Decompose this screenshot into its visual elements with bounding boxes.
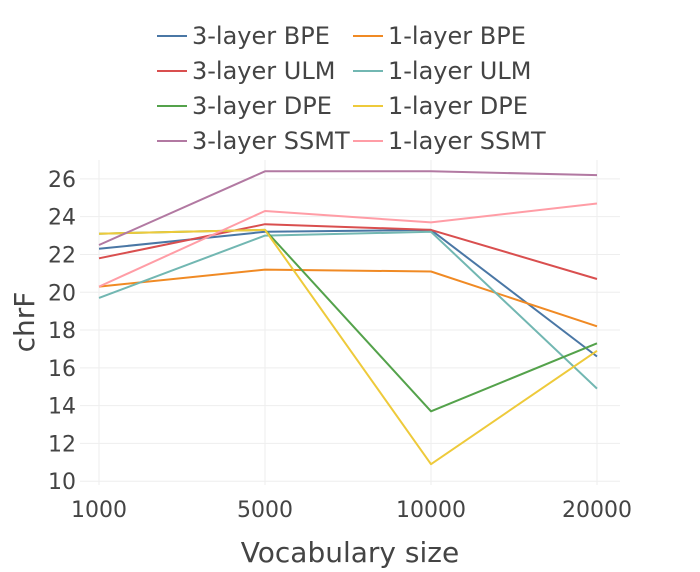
legend-item[interactable]: 3-layer BPE: [157, 22, 330, 50]
x-tick-label: 5000: [237, 498, 293, 523]
legend-item[interactable]: 3-layer DPE: [157, 92, 332, 120]
grid: [80, 160, 620, 485]
y-tick-label: 24: [48, 206, 76, 231]
series-line-1-layer-ulm[interactable]: [98, 230, 598, 390]
x-tick-label: 20000: [562, 498, 632, 523]
legend-item[interactable]: 3-layer SSMT: [157, 127, 350, 155]
series-line-3-layer-bpe[interactable]: [98, 228, 598, 358]
legend-item[interactable]: 1-layer ULM: [353, 57, 531, 85]
legend-label: 3-layer ULM: [192, 57, 335, 85]
legend-label: 3-layer DPE: [192, 92, 332, 120]
legend-label: 3-layer BPE: [192, 22, 330, 50]
series-lines: [98, 170, 598, 466]
legend-item[interactable]: 3-layer ULM: [157, 57, 335, 85]
series-line-3-layer-ssmt[interactable]: [98, 170, 598, 246]
y-tick-label: 14: [48, 395, 76, 420]
y-axis-ticks: 10 12 14 16 18 20 22 24 26: [48, 168, 76, 495]
y-tick-label: 18: [48, 319, 76, 344]
x-tick-label: 1000: [71, 498, 127, 523]
x-axis-ticks: 1000 5000 10000 20000: [71, 498, 632, 523]
legend-label: 1-layer ULM: [388, 57, 531, 85]
legend[interactable]: 3-layer BPE 1-layer BPE 3-layer ULM 1-layer…: [157, 22, 546, 155]
y-tick-label: 10: [48, 470, 76, 495]
series-line-1-layer-bpe[interactable]: [98, 268, 598, 328]
series-line-1-layer-ssmt[interactable]: [98, 202, 598, 288]
y-tick-label: 12: [48, 432, 76, 457]
series-line-1-layer-dpe[interactable]: [98, 228, 598, 466]
legend-label: 1-layer SSMT: [388, 127, 546, 155]
legend-item[interactable]: 1-layer BPE: [353, 22, 526, 50]
legend-label: 1-layer BPE: [388, 22, 526, 50]
y-tick-label: 16: [48, 357, 76, 382]
y-tick-label: 26: [48, 168, 76, 193]
legend-item[interactable]: 1-layer DPE: [353, 92, 528, 120]
x-tick-label: 10000: [396, 498, 466, 523]
series-line-3-layer-ulm[interactable]: [98, 223, 598, 280]
legend-label: 3-layer SSMT: [192, 127, 350, 155]
legend-label: 1-layer DPE: [388, 92, 528, 120]
y-tick-label: 22: [48, 243, 76, 268]
x-axis-title: Vocabulary size: [241, 536, 459, 569]
y-tick-label: 20: [48, 281, 76, 306]
legend-item[interactable]: 1-layer SSMT: [353, 127, 546, 155]
y-axis-title: chrF: [8, 292, 41, 353]
